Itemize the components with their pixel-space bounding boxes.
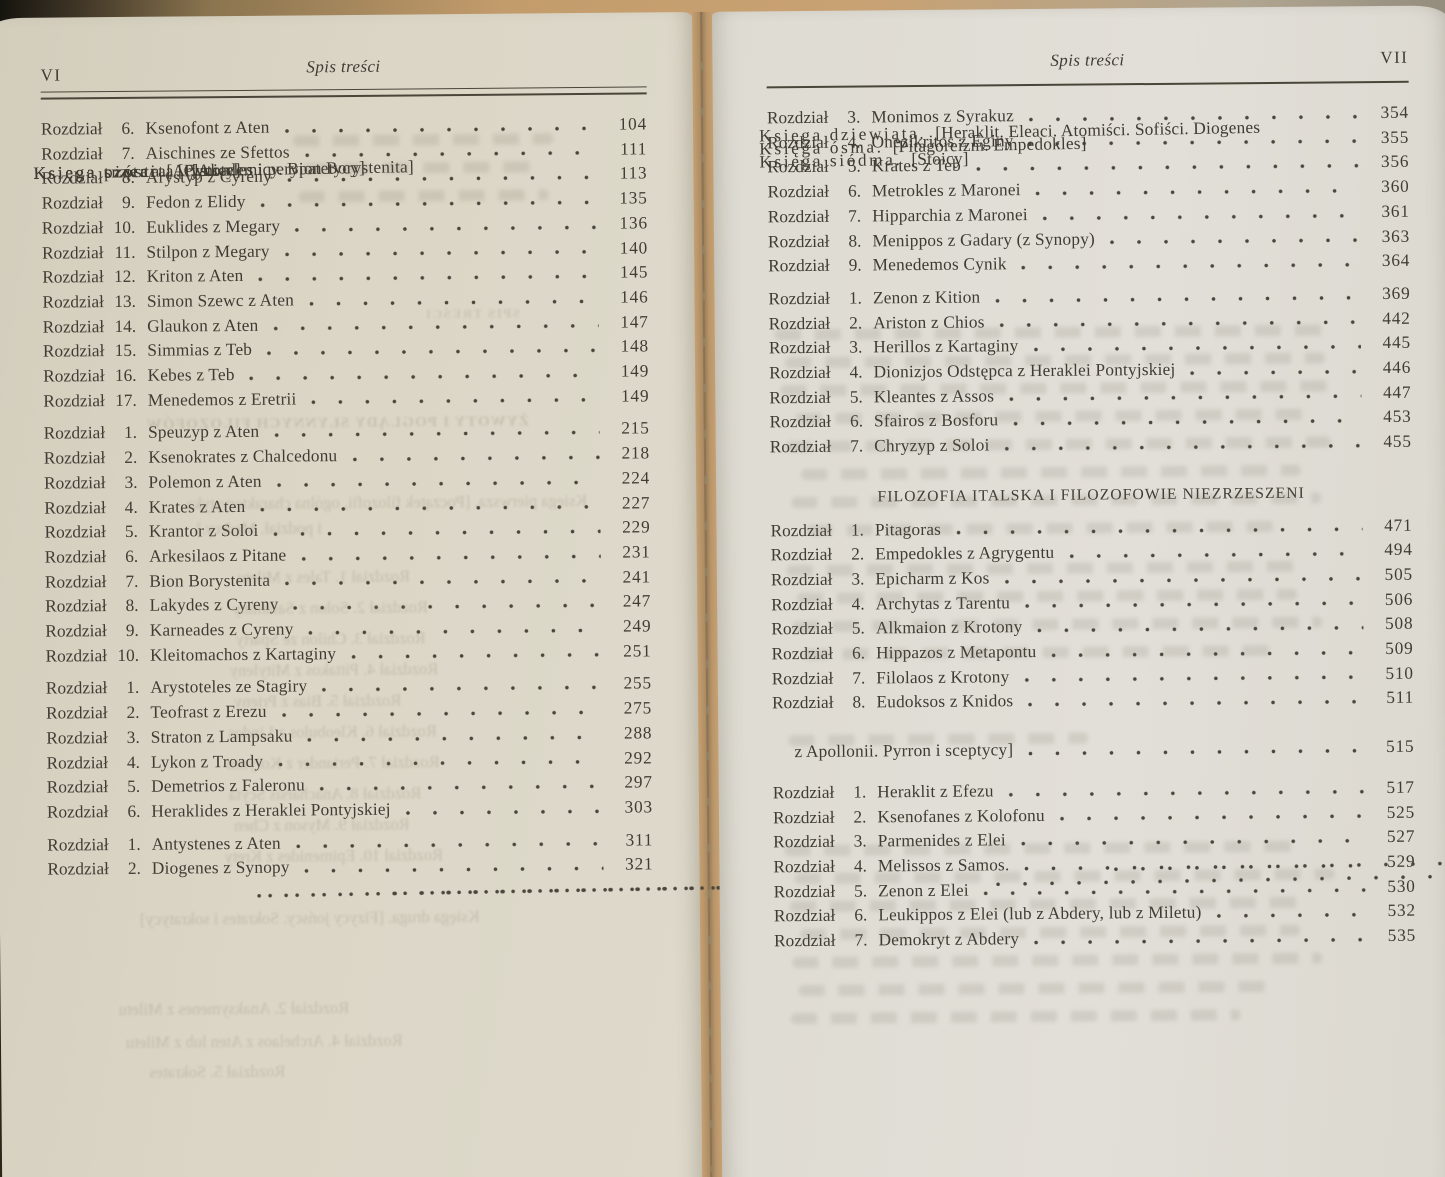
toc-left: Rozdział 6. Ksenofont z Aten 104 Rozdzia… [33,112,1445,1177]
binding-stitches [700,61,714,1172]
chapter-number: 6. [121,118,135,138]
toc-book-entry-two-line: Księga dziewiąta. [Heraklit. Eleaci. Ato… [759,118,1415,765]
chapter-title: Ksenofont z Aten [145,117,270,138]
running-title-left: Spis treści [306,56,381,77]
book-title: [Cynicy] [177,160,241,181]
page-header-left: VI Spis treści [40,54,646,85]
page-ref: 104 [618,114,648,134]
chapter-label: Rozdział [40,119,103,139]
book-title-line1: [Heraklit. Eleaci. Atomiści. Sofiści. Di… [935,117,1261,143]
running-title-right: Spis treści [1050,50,1125,70]
book-name: Księga szósta. [33,161,169,183]
page-left: VI Spis treści Rozdział 6. Ksenofont z A… [0,12,1445,1177]
book-name: Księga dziewiąta. [759,123,927,146]
page-header-right: Spis treści VII [766,48,1408,78]
folio-number-right: VII [1380,47,1409,67]
page-right: Spis treści VII Rozdział 3. Monimos z Sy… [711,5,1445,1177]
header-rule-right [766,80,1409,89]
toc-right: Rozdział 3. Monimos z Syrakuz 354 Rozdzi… [759,101,1445,1177]
open-book: VI Spis treści Rozdział 6. Ksenofont z A… [0,5,1445,1177]
book-entry-line1: Księga dziewiąta. [Heraklit. Eleaci. Ato… [759,99,1445,1177]
header-rule-left [40,86,647,100]
dot-leader [283,112,598,141]
